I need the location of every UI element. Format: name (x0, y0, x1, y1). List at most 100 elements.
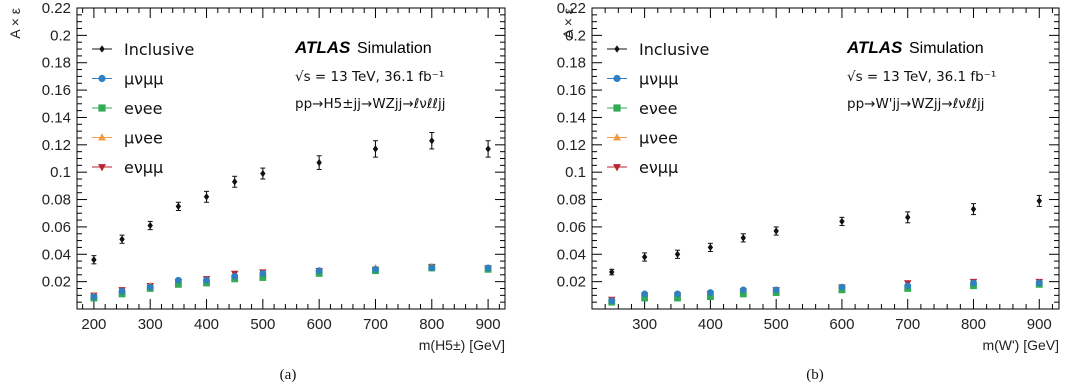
data-point (146, 283, 154, 291)
y-tick-label: 0.06 (557, 219, 586, 236)
legend-marker (613, 133, 621, 141)
y-tick-label: 0.22 (557, 0, 586, 17)
legend-label: Inclusive (639, 40, 709, 59)
data-point (259, 270, 267, 277)
data-point (203, 193, 210, 201)
data-point (372, 145, 379, 153)
process-annotation: pp→H5±jj→WZjj→ℓνℓℓjj (295, 96, 446, 112)
y-tick-label: 0.16 (42, 82, 71, 99)
legend-marker (98, 133, 106, 141)
y-tick-label: 0.2 (50, 27, 71, 44)
y-tick-label: 0.02 (557, 274, 586, 291)
x-tick-label: 900 (476, 316, 501, 333)
data-point (174, 276, 182, 284)
data-point (429, 137, 435, 145)
data-point (484, 264, 492, 272)
data-point (641, 253, 648, 261)
x-axis-title: m(W') [GeV] (982, 337, 1059, 353)
legend-label: μνee (639, 129, 678, 148)
y-tick-label: 0.22 (42, 0, 71, 17)
legend-label: eνee (639, 99, 677, 118)
data-point (609, 268, 615, 276)
y-tick-label: 0.14 (557, 109, 586, 126)
data-point (485, 145, 491, 153)
legend-label: eνμμ (124, 158, 163, 177)
energy-lumi-annotation: √s = 13 TeV, 36.1 fb⁻¹ (847, 69, 996, 85)
y-tick-label: 0.04 (557, 246, 586, 263)
x-tick-label: 800 (419, 316, 444, 333)
data-point (428, 264, 436, 272)
data-point (91, 256, 97, 264)
x-tick-label: 900 (1027, 316, 1052, 333)
y-tick-label: 0.16 (557, 82, 586, 99)
x-tick-label: 200 (81, 316, 106, 333)
data-point (838, 283, 846, 291)
y-axis-title: A × ε (560, 8, 576, 39)
x-tick-label: 300 (632, 316, 657, 333)
legend-label: μνμμ (124, 70, 163, 89)
legend-label: eνee (124, 99, 162, 118)
atlas-label: ATLAS (846, 38, 903, 57)
y-tick-label: 0.12 (557, 137, 586, 154)
legend-label: μνee (124, 129, 163, 148)
data-marks (607, 194, 1044, 306)
data-point (905, 213, 911, 221)
axis-ticks: 200 300 400 500 600 700 800 900 0.02 0.04 0.06 0.08… (42, 0, 505, 333)
data-point (608, 297, 616, 305)
y-tick-label: 0.08 (42, 192, 71, 209)
process-annotation: pp→W'jj→WZjj→ℓνℓℓjj (847, 96, 985, 112)
legend: Inclusive μνμμ eνee μνee eνμμ (607, 40, 709, 177)
data-marks (90, 132, 492, 302)
data-point (739, 290, 747, 298)
data-point (772, 286, 780, 294)
x-tick-label: 400 (194, 316, 219, 333)
y-axis-title: A × ε (7, 8, 23, 39)
data-point (1036, 197, 1042, 205)
legend: Inclusive μνμμ eνee μνee eνμμ (92, 40, 194, 177)
data-point (641, 294, 649, 302)
y-tick-label: 0.2 (565, 27, 586, 44)
data-point (739, 286, 747, 294)
y-tick-label: 0.04 (42, 246, 71, 263)
x-tick-label: 800 (961, 316, 986, 333)
data-point (1035, 279, 1043, 287)
data-point (315, 267, 323, 275)
panel-caption: (a) (280, 367, 297, 383)
y-tick-label: 0.1 (565, 164, 586, 181)
data-point (904, 282, 912, 290)
axis-ticks: 300 400 500 600 700 800 900 0.02 0.04 0.06 0.08 0.1… (557, 0, 1059, 333)
data-point (231, 178, 238, 186)
data-point (259, 274, 267, 281)
data-point (706, 293, 714, 301)
legend-marker (613, 164, 621, 172)
x-tick-label: 700 (363, 316, 388, 333)
data-point (231, 272, 239, 280)
chart-panel-a: 200 300 400 500 600 700 800 900 0.02 0.04 0.06 0.08… (7, 0, 506, 383)
legend-marker (98, 104, 106, 112)
data-point (203, 276, 210, 284)
data-point (674, 250, 681, 258)
y-tick-label: 0.18 (557, 55, 586, 72)
x-tick-label: 300 (138, 316, 163, 333)
y-tick-label: 0.08 (557, 192, 586, 209)
legend-marker (98, 164, 106, 172)
x-axis-title: m(H5±) [GeV] (419, 337, 505, 353)
y-tick-label: 0.02 (42, 274, 71, 291)
data-point (674, 290, 681, 298)
atlas-label: ATLAS (294, 38, 351, 57)
x-tick-label: 600 (829, 316, 854, 333)
data-point (316, 159, 322, 167)
data-point (970, 205, 977, 213)
legend-marker (613, 104, 621, 112)
x-tick-label: 400 (698, 316, 723, 333)
data-point (119, 235, 125, 243)
energy-lumi-annotation: √s = 13 TeV, 36.1 fb⁻¹ (295, 69, 444, 85)
legend-label: eνμμ (639, 158, 678, 177)
y-tick-label: 0.14 (42, 109, 71, 126)
data-point (147, 221, 153, 230)
data-point (970, 279, 977, 287)
data-point (839, 217, 845, 226)
chart-panel-b: 300 400 500 600 700 800 900 0.02 0.04 0.06 0.08 0.1… (557, 0, 1060, 383)
data-point (90, 293, 98, 301)
